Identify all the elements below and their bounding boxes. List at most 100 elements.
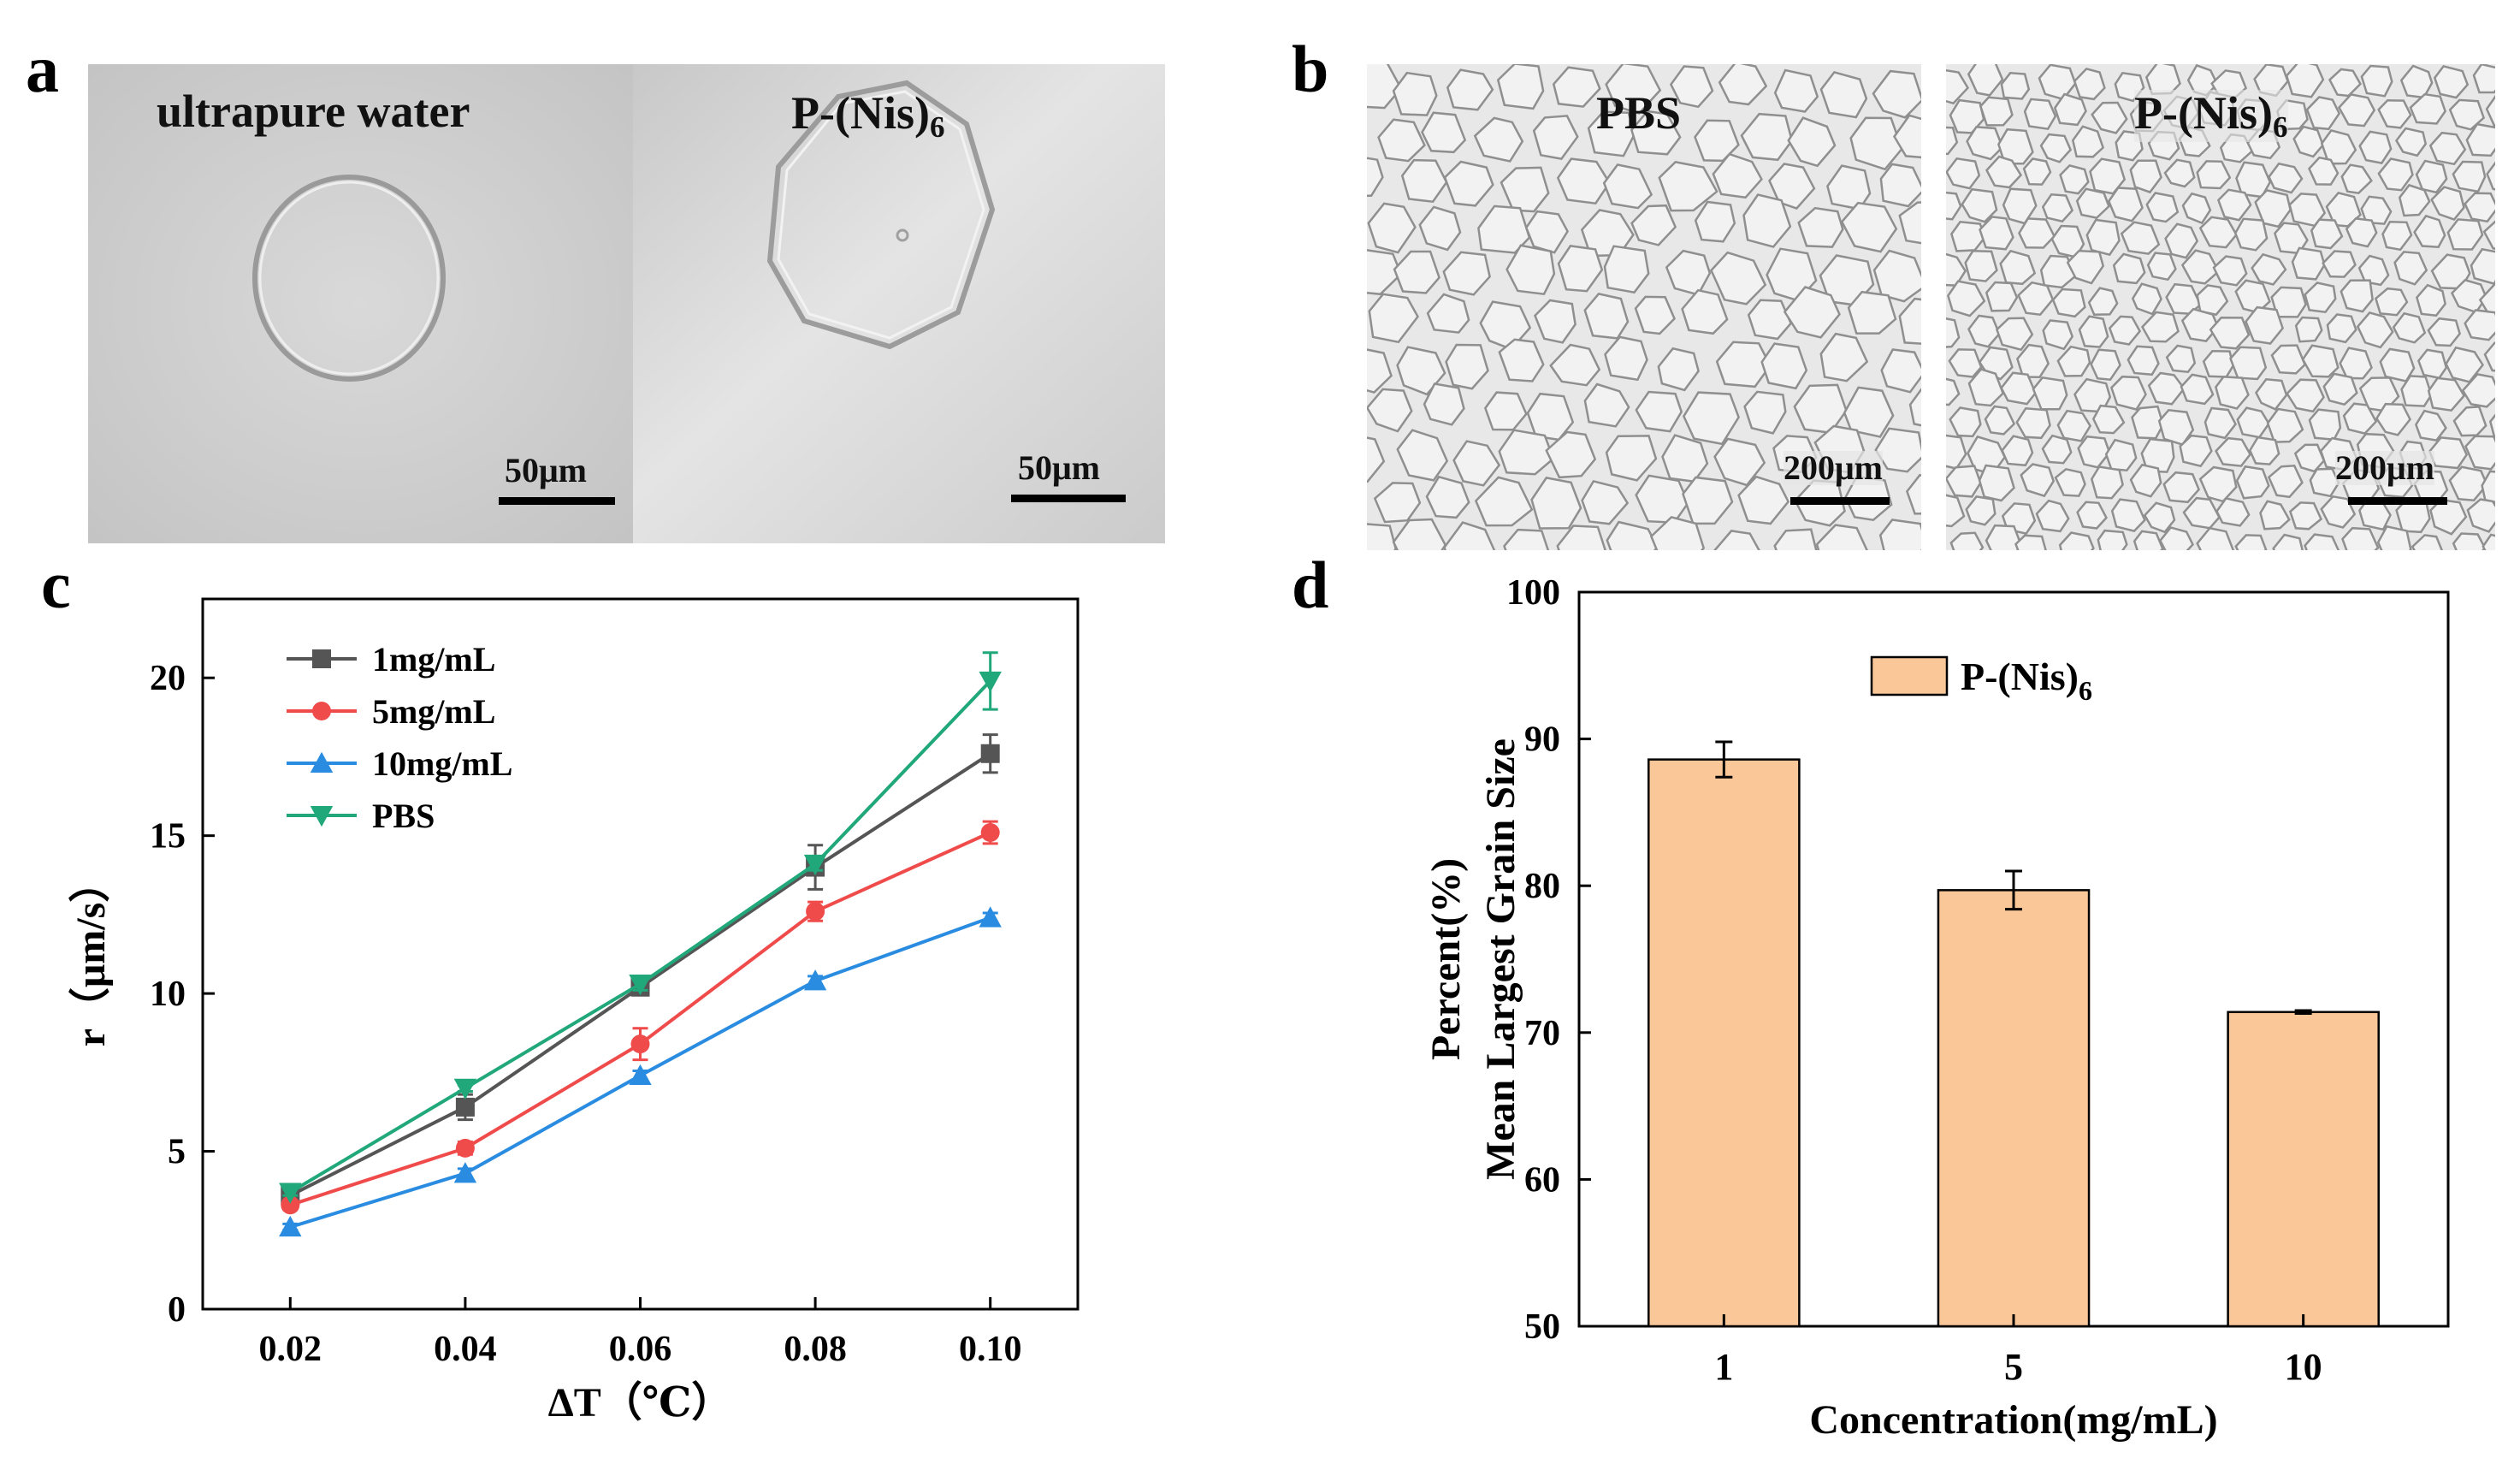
- grain-cell: [2427, 376, 2466, 412]
- grain-cell: [1556, 525, 1606, 550]
- grain-cell: [2179, 434, 2213, 468]
- grain-cell: [2015, 406, 2051, 440]
- chart-c-data-point: [803, 854, 827, 876]
- grain-cell: [1581, 479, 1630, 525]
- grain-cell: [1946, 317, 1961, 348]
- chart-c-x-tick-label: 0.04: [434, 1330, 497, 1369]
- chart-c-legend-marker: [312, 702, 331, 720]
- chart-c-y-tick-label: 5: [168, 1133, 186, 1172]
- grain-cell: [1557, 245, 1604, 293]
- grain-cell: [1966, 126, 2004, 161]
- grain-cell: [2162, 471, 2201, 504]
- grain-cell: [2486, 161, 2495, 191]
- panel-d-letter: d: [1292, 548, 1329, 622]
- grain-cell: [2066, 249, 2105, 285]
- chart-d-x-tick-label: 5: [2004, 1346, 2023, 1388]
- grain-cell: [2357, 254, 2390, 287]
- grain-cell: [1984, 405, 2016, 436]
- grain-cell: [1783, 286, 1841, 339]
- grain-cell: [1392, 518, 1447, 550]
- panel-a-letter: a: [26, 32, 59, 106]
- chart-c-legend-label: 10mg/mL: [372, 744, 512, 783]
- grain-cell: [2127, 345, 2160, 376]
- grain-cell: [1367, 157, 1384, 198]
- grain-cell: [2341, 526, 2380, 550]
- grain-cell: [2400, 375, 2433, 407]
- grain-cell: [1879, 163, 1921, 208]
- panel-a-left-scale-bar: [499, 497, 615, 505]
- grain-cell: [2108, 315, 2142, 346]
- chart-c-plot-frame: [201, 597, 1080, 1311]
- grain-cell: [1815, 524, 1868, 550]
- grain-cell: [2196, 160, 2232, 190]
- grain-cell: [1999, 249, 2037, 286]
- grain-cell: [2464, 435, 2495, 471]
- grain-cell: [2041, 193, 2074, 223]
- grain-cell: [2248, 436, 2280, 465]
- grain-cell: [1946, 191, 1962, 221]
- grain-cell: [2304, 533, 2340, 550]
- chart-c-data-point: [979, 671, 1002, 693]
- grain-cell: [2071, 125, 2105, 158]
- chart-c-y-tick-label: 20: [150, 659, 186, 698]
- chart-c-data-point: [629, 975, 652, 996]
- grain-cell: [2448, 98, 2486, 131]
- grain-cell: [1505, 244, 1556, 296]
- grain-cell: [2091, 404, 2126, 435]
- grain-cell: [2358, 130, 2393, 164]
- grain-cell: [1400, 158, 1448, 204]
- grain-cell: [2464, 309, 2495, 341]
- panel-a-right-label-main: P-(Nis): [791, 87, 930, 139]
- panel-a-right-label: P-(Nis)6: [791, 90, 945, 142]
- grain-cell: [2310, 218, 2344, 250]
- panel-b-left-scale-text: 200μm: [1784, 448, 1883, 487]
- grain-cell: [2375, 402, 2411, 436]
- grain-cell: [2091, 101, 2128, 134]
- grain-cell: [2305, 96, 2341, 131]
- panel-b-right-scale-bar: [2348, 497, 2447, 505]
- grain-cell: [1967, 64, 2004, 97]
- grain-cell: [1880, 348, 1921, 394]
- grain-cell: [1630, 110, 1682, 156]
- panel-a-right-micrograph: P-(Nis)6 50μm: [633, 64, 1165, 543]
- panel-a-right-scale-bar: [1011, 495, 1126, 502]
- chart-d-y-axis-title-line2: Mean Largest Grain Size: [1478, 738, 1523, 1180]
- chart-c-x-axis-title: ΔT（℃）: [548, 1380, 733, 1425]
- grain-cell: [2478, 282, 2495, 318]
- grain-cell: [1392, 71, 1438, 116]
- grain-cell: [1849, 116, 1903, 171]
- chart-c-x-tick-label: 0.08: [784, 1330, 847, 1369]
- panel-b-left-label: PBS: [1596, 87, 1682, 139]
- grain-cell: [2035, 499, 2070, 533]
- grain-cell: [2229, 346, 2268, 381]
- grain-cell: [2039, 254, 2077, 289]
- grain-cell: [2000, 72, 2031, 100]
- chart-c-legend-label: 1mg/mL: [372, 640, 495, 679]
- grain-cell: [2041, 434, 2073, 465]
- grain-cell: [2356, 311, 2394, 349]
- grain-cell: [1961, 187, 1998, 223]
- grain-cell: [1995, 317, 2034, 352]
- grain-cell: [1545, 430, 1597, 479]
- grain-cell: [2054, 467, 2086, 497]
- grain-cell: [2039, 133, 2073, 163]
- grain-cell: [1552, 66, 1601, 108]
- chart-c-series-1: [281, 820, 1000, 1215]
- chart-d-legend-label-sub: 6: [2079, 675, 2092, 706]
- chart-c-series-2: [279, 906, 1002, 1237]
- grain-cell: [2416, 348, 2448, 380]
- chart-c-data-point: [279, 1182, 302, 1204]
- chart-c-data-point: [980, 822, 1000, 842]
- grain-cell: [1682, 476, 1734, 525]
- grain-cell: [2073, 68, 2106, 101]
- grain-cell: [2245, 305, 2285, 345]
- chart-d-y-tick-label: 70: [1524, 1014, 1560, 1053]
- grain-cell: [2109, 375, 2147, 411]
- chart-c: 0 5 10 15 20 0.02 0.04 0.06 0.08 0.10 ΔT（℃） r（μm/s）…: [0, 548, 1138, 1464]
- grain-cell: [1556, 157, 1611, 205]
- panel-a-left-scale-text: 50μm: [505, 451, 587, 489]
- panel-c-letter: c: [41, 548, 71, 622]
- grain-cell: [1872, 69, 1921, 119]
- grain-cell: [1377, 118, 1426, 163]
- grain-cell: [2268, 162, 2304, 194]
